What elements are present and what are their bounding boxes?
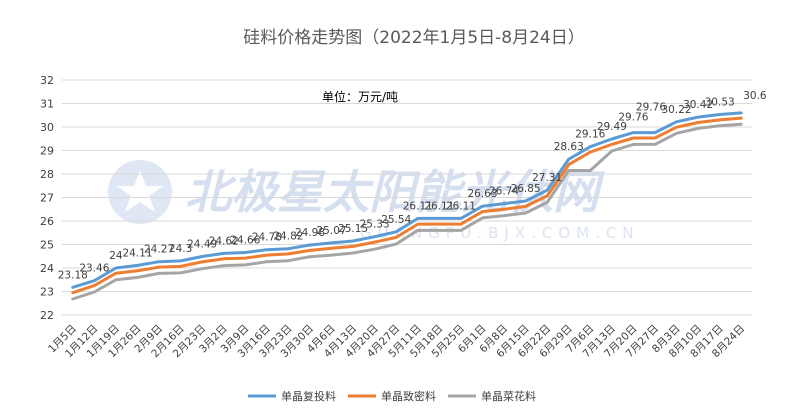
x-axis: 1月5日1月12日1月19日1月26日2月9日2月16日2月23日3月2日3月9…	[46, 323, 747, 361]
data-label: 26.11	[446, 200, 476, 212]
data-label: 24.66	[230, 234, 260, 246]
legend-label-series-1: 单晶致密料	[381, 389, 436, 403]
data-label: 25.07	[317, 225, 347, 237]
data-label: 25.54	[381, 214, 411, 226]
y-tick-label: 26	[40, 215, 54, 228]
data-label: 23.18	[58, 269, 88, 281]
data-label: 26.74	[489, 186, 519, 198]
data-label: 29.49	[597, 121, 627, 133]
watermark-star-icon	[117, 170, 163, 212]
unit-label: 单位：万元/吨	[322, 89, 398, 104]
data-label: 24.3	[169, 243, 192, 255]
data-label: 26.11	[424, 200, 454, 212]
y-tick-label: 25	[40, 239, 54, 252]
data-label: 24.49	[187, 238, 217, 250]
data-label: 26.63	[467, 188, 497, 200]
series-lines	[71, 111, 743, 301]
y-tick-label: 31	[40, 98, 54, 111]
y-axis: 22 23 24 25 26 27 28 29 30 31 32	[40, 74, 54, 322]
data-label: 24.11	[122, 247, 152, 259]
data-label: 29.16	[575, 129, 605, 141]
legend: 单晶复投料 单晶致密料 单晶菜花料	[248, 389, 536, 403]
data-label: 29.76	[636, 102, 666, 114]
y-tick-label: 32	[40, 74, 54, 87]
legend-label-series-2: 单晶菜花料	[481, 389, 536, 403]
data-label: 23.46	[79, 263, 109, 275]
y-tick-label: 30	[40, 121, 54, 134]
y-tick-label: 28	[40, 168, 54, 181]
data-label: 30.6	[743, 90, 767, 102]
gridlines	[62, 79, 752, 316]
data-label: 30.53	[705, 97, 735, 109]
data-label: 25.33	[360, 219, 390, 231]
data-label: 29.76	[618, 112, 648, 124]
chart-title: 硅料价格走势图（2022年1月5日-8月24日）	[243, 28, 584, 48]
data-label: 24.78	[252, 232, 282, 244]
data-label: 30.22	[662, 104, 692, 116]
data-label: 26.11	[403, 200, 433, 212]
data-label: 28.63	[554, 141, 584, 153]
data-label: 24	[109, 250, 123, 262]
data-label: 27.31	[532, 172, 562, 184]
data-label: 24.98	[295, 227, 325, 239]
data-label: 24.62	[209, 235, 239, 247]
data-label: 24.82	[273, 231, 303, 243]
watermark-sub-text: GUANGFU.BJX.COM.CN	[360, 224, 640, 242]
y-tick-label: 29	[40, 145, 54, 158]
series-line-2	[71, 122, 743, 301]
y-tick-label: 23	[40, 286, 54, 299]
y-tick-label: 24	[40, 262, 54, 275]
data-label: 24.27	[144, 244, 174, 256]
data-label: 30.42	[683, 99, 713, 111]
y-tick-label: 27	[40, 192, 54, 205]
data-label: 25.15	[338, 223, 368, 235]
series-line-1	[71, 116, 743, 295]
legend-label-series-0: 单晶复投料	[281, 389, 336, 403]
series-line-0	[71, 111, 743, 289]
y-tick-label: 22	[40, 309, 54, 322]
data-label: 26.85	[511, 183, 541, 195]
